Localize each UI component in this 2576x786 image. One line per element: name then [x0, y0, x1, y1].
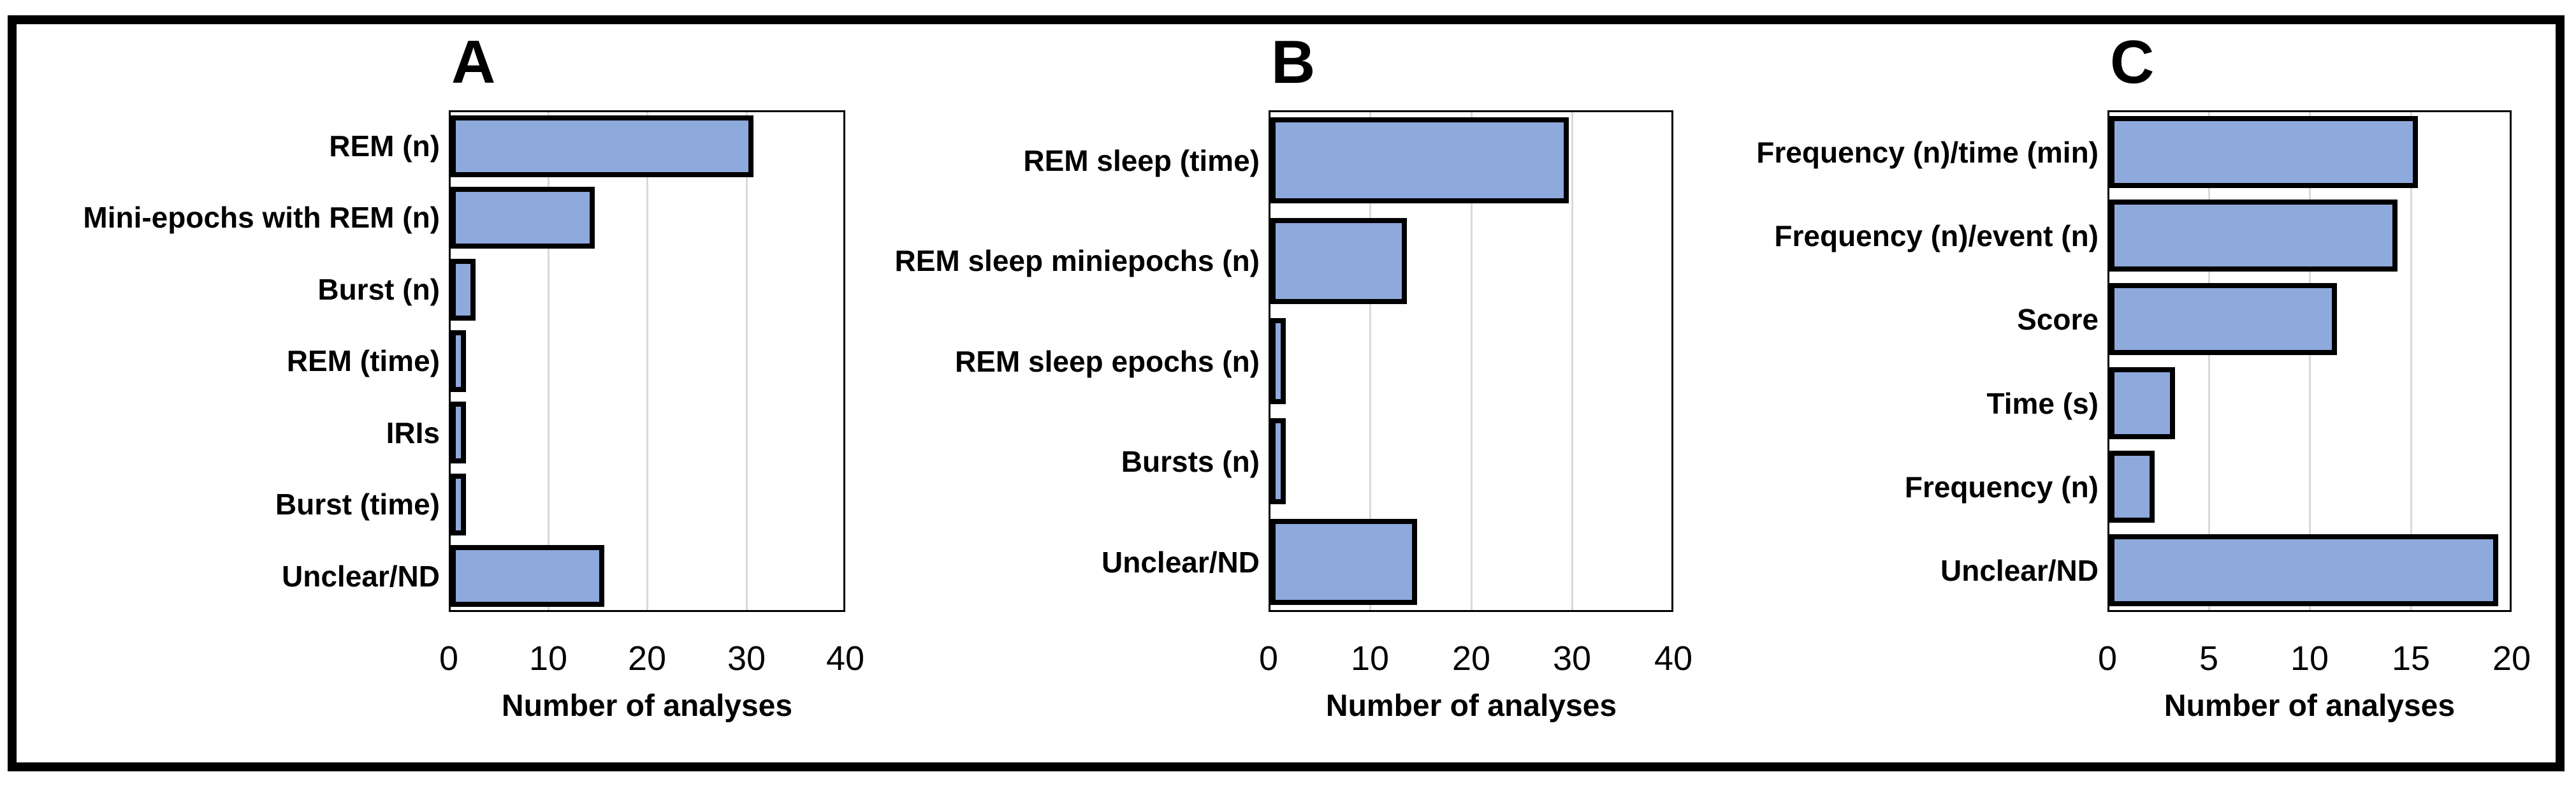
gridline: [548, 112, 549, 610]
category-label-b-3: REM sleep epochs (n): [955, 344, 1260, 378]
category-label-a-3: Burst (n): [317, 273, 440, 306]
gridline: [2410, 112, 2412, 610]
chart-c-title: C: [2110, 28, 2155, 96]
x-tick-label: 20: [1452, 639, 1491, 678]
gridline: [2309, 112, 2311, 610]
category-label-a-5: IRIs: [386, 416, 440, 449]
bar-b-1: [1270, 117, 1569, 203]
category-label-b-5: Unclear/ND: [1102, 545, 1260, 579]
bar-c-1: [2109, 116, 2418, 188]
x-tick-label: 30: [1552, 639, 1592, 678]
category-label-b-4: Bursts (n): [1121, 444, 1260, 478]
category-label-b-1: REM sleep (time): [1023, 143, 1260, 177]
category-label-c-4: Time (s): [1986, 386, 2099, 420]
bar-c-5: [2109, 451, 2155, 523]
chart-c-plot-area: [2107, 110, 2512, 612]
bar-b-5: [1270, 519, 1417, 605]
gridline: [746, 112, 748, 610]
chart-b-title: B: [1271, 28, 1316, 96]
category-label-a-2: Mini-epochs with REM (n): [83, 201, 440, 234]
category-label-a-6: Burst (time): [275, 488, 440, 521]
x-tick-label: 10: [1350, 639, 1390, 678]
category-label-a-1: REM (n): [329, 129, 440, 163]
chart-b-x-axis-label: Number of analyses: [1325, 689, 1617, 723]
gridline: [1471, 112, 1473, 610]
chart-a-plot-area: [449, 110, 845, 612]
category-label-c-2: Frequency (n)/event (n): [1774, 219, 2099, 252]
bar-a-6: [451, 474, 466, 535]
category-label-a-4: REM (time): [286, 344, 440, 377]
x-tick-label: 40: [1654, 639, 1693, 678]
bar-b-2: [1270, 218, 1407, 304]
category-label-c-5: Frequency (n): [1904, 470, 2099, 504]
gridline: [1571, 112, 1573, 610]
category-label-c-6: Unclear/ND: [1940, 553, 2099, 587]
x-tick-label: 20: [2492, 639, 2531, 678]
gridline: [646, 112, 648, 610]
category-label-c-3: Score: [2017, 302, 2099, 336]
x-tick-label: 10: [2290, 639, 2329, 678]
chart-c-x-axis-label: Number of analyses: [2164, 689, 2456, 723]
chart-b-plot-area: [1269, 110, 1673, 612]
x-tick-label: 30: [727, 639, 766, 678]
bar-a-7: [451, 545, 604, 607]
gridline: [2208, 112, 2210, 610]
category-label-b-2: REM sleep miniepochs (n): [894, 244, 1260, 277]
bar-a-5: [451, 402, 466, 463]
category-label-c-1: Frequency (n)/time (min): [1756, 135, 2099, 169]
x-tick-label: 0: [1258, 639, 1279, 678]
bar-c-2: [2109, 200, 2398, 272]
x-tick-label: 5: [2199, 639, 2219, 678]
bar-a-2: [451, 187, 595, 249]
bar-a-3: [451, 259, 476, 321]
bar-b-3: [1270, 318, 1286, 404]
x-tick-label: 15: [2391, 639, 2431, 678]
bar-a-1: [451, 115, 753, 177]
bar-c-6: [2109, 534, 2498, 606]
x-tick-label: 40: [826, 639, 865, 678]
x-tick-label: 20: [627, 639, 667, 678]
bar-b-4: [1270, 418, 1286, 504]
bar-c-3: [2109, 283, 2337, 355]
chart-a-title: A: [451, 28, 496, 96]
x-tick-label: 0: [2097, 639, 2118, 678]
x-tick-label: 0: [439, 639, 459, 678]
gridline: [1369, 112, 1371, 610]
x-tick-label: 10: [528, 639, 568, 678]
bar-a-4: [451, 330, 466, 392]
chart-a-x-axis-label: Number of analyses: [501, 689, 793, 723]
bar-c-4: [2109, 367, 2175, 439]
category-label-a-7: Unclear/ND: [282, 560, 440, 593]
